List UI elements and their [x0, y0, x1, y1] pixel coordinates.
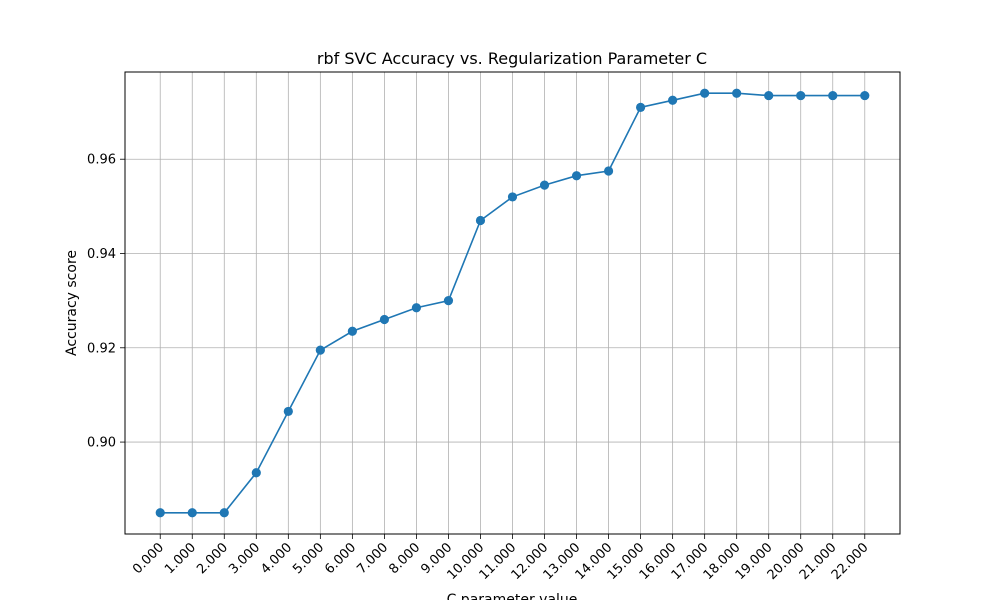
x-tick-label: 3.000 — [226, 540, 263, 577]
data-point — [860, 90, 870, 101]
data-point — [571, 171, 582, 181]
data-point — [539, 180, 550, 190]
data-point — [315, 345, 325, 355]
x-tick-label: 1.000 — [162, 540, 199, 577]
x-tick-label: 0.000 — [130, 540, 167, 577]
x-tick-label: 5.000 — [290, 540, 327, 577]
grid — [125, 72, 900, 534]
data-point — [251, 468, 261, 478]
chart-title: rbf SVC Accuracy vs. Regularization Para… — [317, 49, 707, 68]
y-axis: 0.90 0.92 0.94 0.96 — [87, 153, 125, 451]
x-tick-label: 4.000 — [258, 540, 295, 577]
data-point — [219, 508, 229, 518]
data-point — [603, 166, 614, 176]
data-point — [475, 215, 486, 226]
x-axis-title: C parameter value — [447, 592, 578, 600]
data-point — [700, 88, 710, 98]
data-point — [732, 88, 742, 98]
data-point — [764, 90, 774, 101]
data-point — [507, 192, 518, 202]
data-point — [668, 95, 678, 105]
data-point — [828, 90, 838, 101]
y-tick-label: 0.90 — [87, 436, 116, 451]
data-point — [796, 90, 806, 101]
y-axis-title: Accuracy score — [64, 250, 80, 356]
data-point — [283, 406, 293, 417]
data-point — [347, 326, 357, 336]
data-point — [443, 296, 454, 306]
x-axis: 0.0001.0002.0003.0004.0005.0006.0007.000… — [130, 534, 872, 583]
data-point — [187, 508, 197, 518]
series-layer — [155, 88, 870, 518]
x-tick-label: 6.000 — [322, 540, 359, 577]
y-tick-label: 0.94 — [87, 247, 116, 262]
x-tick-label: 8.000 — [386, 540, 423, 577]
data-point — [411, 303, 422, 313]
data-point — [379, 314, 390, 325]
x-tick-label: 7.000 — [354, 540, 391, 577]
y-tick-label: 0.92 — [87, 341, 116, 356]
x-tick-label: 2.000 — [194, 540, 231, 577]
data-point — [635, 102, 646, 112]
data-point — [155, 508, 165, 518]
y-tick-label: 0.96 — [87, 153, 116, 168]
